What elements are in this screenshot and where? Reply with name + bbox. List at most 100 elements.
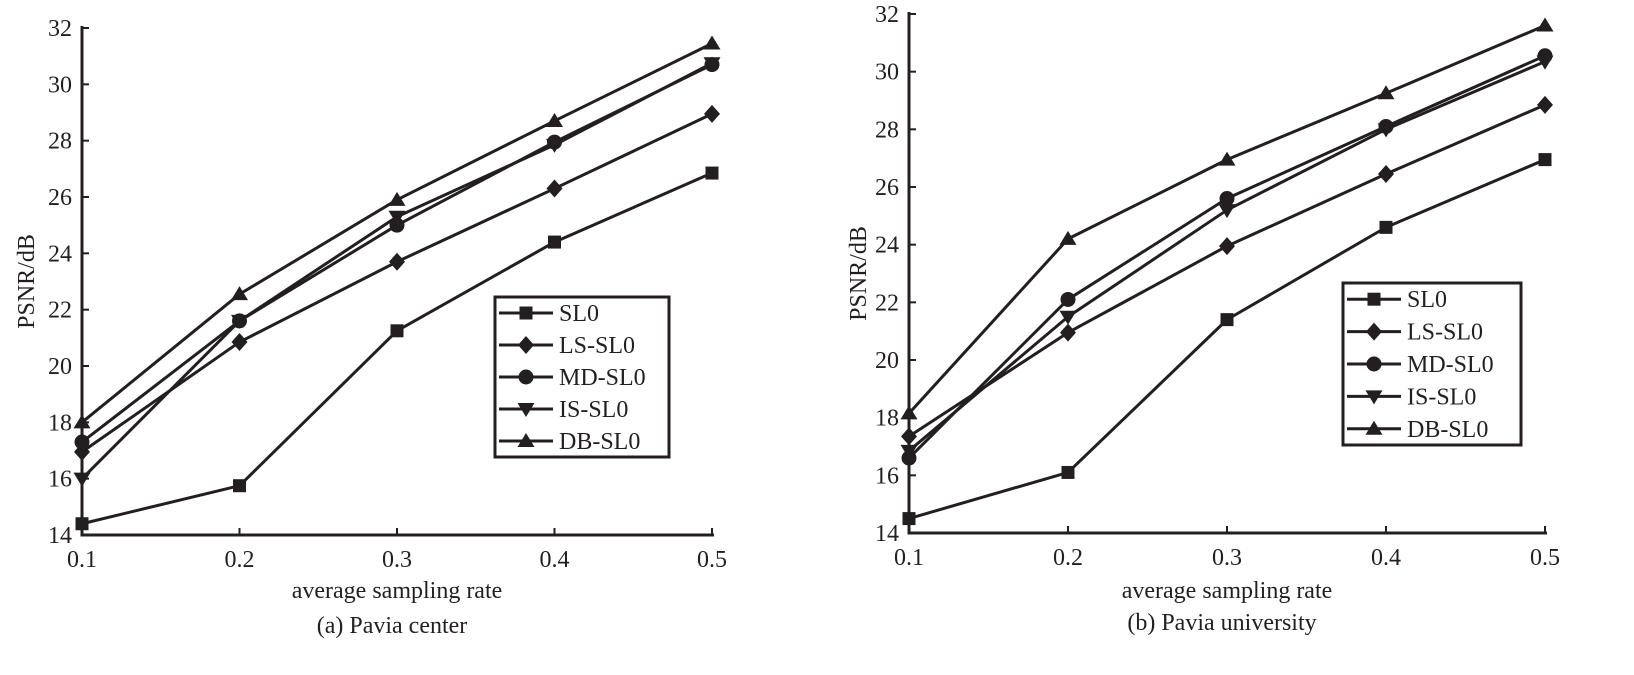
y-tick-label: 24	[48, 241, 72, 267]
legend-label: LS-SL0	[1407, 320, 1483, 346]
x-tick-label: 0.3	[382, 547, 412, 573]
y-tick-label: 14	[48, 523, 72, 549]
data-point-diamond	[1060, 323, 1076, 342]
chart-caption: (b) Pavia university	[1127, 610, 1316, 636]
y-tick-label: 20	[875, 348, 899, 374]
series-ls-sl0	[74, 104, 720, 461]
data-point-triangle-up	[900, 405, 918, 420]
data-point-diamond	[389, 252, 405, 271]
data-point-square	[75, 517, 89, 531]
data-point-square	[902, 512, 916, 526]
data-point-triangle-up	[1218, 151, 1236, 166]
y-tick-label: 28	[48, 129, 72, 155]
y-tick-label: 18	[875, 406, 899, 432]
legend-label: DB-SL0	[1407, 417, 1488, 443]
data-point-diamond	[546, 179, 563, 198]
data-point-diamond	[1537, 95, 1553, 114]
y-tick-label: 28	[875, 117, 899, 143]
data-point-triangle-down	[231, 314, 248, 329]
data-point-diamond	[231, 333, 248, 352]
y-tick-label: 30	[875, 60, 899, 86]
legend-label: IS-SL0	[559, 397, 628, 423]
data-point-diamond	[1219, 237, 1235, 256]
data-point-square	[1379, 220, 1393, 234]
data-point-triangle-up	[231, 286, 248, 301]
legend-marker-square	[519, 306, 533, 320]
x-tick-label: 0.5	[697, 547, 727, 573]
y-tick-label: 14	[875, 521, 899, 547]
legend-label: DB-SL0	[559, 429, 640, 455]
series-sl0	[75, 166, 719, 531]
data-point-triangle-down	[1536, 55, 1554, 70]
x-tick-label: 0.2	[1053, 545, 1083, 571]
legend-marker-circle	[518, 369, 534, 385]
legend-label: IS-SL0	[1407, 384, 1476, 410]
series-is-sl0	[900, 55, 1554, 459]
x-tick-label: 0.1	[67, 547, 97, 573]
y-tick-label: 32	[875, 2, 899, 28]
data-point-square	[233, 479, 246, 493]
x-tick-label: 0.1	[894, 545, 924, 571]
data-point-triangle-down	[388, 210, 406, 225]
legend-marker-diamond	[1366, 322, 1382, 341]
series-sl0	[902, 153, 1552, 526]
legend-marker-diamond	[518, 336, 534, 354]
data-point-triangle-down	[1218, 204, 1236, 219]
data-point-square	[548, 235, 561, 249]
data-point-triangle-up	[1536, 17, 1554, 32]
x-tick-label: 0.4	[1371, 545, 1401, 571]
legend-marker-triangle-down	[517, 403, 535, 417]
data-point-triangle-up	[1059, 230, 1077, 245]
data-point-triangle-down	[1059, 310, 1077, 325]
y-tick-label: 30	[48, 72, 72, 98]
data-point-triangle-down	[546, 138, 563, 153]
legend-marker-triangle-up	[517, 433, 535, 447]
y-tick-label: 16	[48, 467, 72, 493]
series-db-sl0	[73, 35, 721, 429]
legend-label: SL0	[1407, 287, 1447, 313]
x-axis-label: average sampling rate	[292, 578, 503, 604]
series-ls-sl0	[901, 95, 1553, 446]
data-point-triangle-down	[703, 57, 721, 72]
series-db-sl0	[900, 17, 1554, 420]
chart-panel-b: 14 16 18 20 22 24 26 28 30 32 0.1 0.2 0.3 0.4 0.5 PSNR/…	[846, 2, 1560, 636]
legend: SL0 LS-SL0 MD-SL0 IS-SL0 DB-SL0	[1341, 281, 1523, 447]
series-md-sl0	[901, 48, 1553, 466]
legend-marker-square	[1367, 292, 1381, 306]
legend-marker-circle	[1366, 356, 1382, 372]
legend: SL0 LS-SL0 MD-SL0 IS-SL0 DB-SL0	[493, 295, 671, 459]
y-tick-label: 22	[48, 298, 72, 324]
x-tick-label: 0.4	[540, 547, 570, 573]
chart-caption: (a) Pavia center	[317, 613, 468, 639]
data-point-circle	[74, 434, 90, 450]
data-point-square	[390, 324, 404, 338]
data-point-triangle-up	[703, 35, 721, 50]
data-point-diamond	[704, 104, 720, 123]
legend-marker-triangle-up	[1365, 420, 1383, 435]
data-point-triangle-up	[546, 112, 563, 127]
chart-panel-a: 14 16 18 20 22 24 26 28 30 32 0.1 0.2 0.3 0.4 0.5 PSNR/…	[14, 16, 727, 639]
data-point-triangle-up	[73, 414, 91, 429]
data-point-triangle-down	[900, 444, 918, 459]
x-tick-label: 0.3	[1212, 545, 1242, 571]
data-point-circle	[1219, 191, 1235, 207]
data-point-diamond	[901, 427, 917, 446]
legend-marker-triangle-down	[1365, 390, 1383, 405]
y-tick-label: 24	[875, 233, 899, 259]
data-point-square	[1061, 465, 1075, 479]
y-axis-label: PSNR/dB	[846, 226, 872, 321]
y-tick-label: 18	[48, 410, 72, 436]
series-is-sl0	[73, 57, 721, 487]
data-point-square	[705, 166, 719, 180]
data-point-circle	[1060, 291, 1076, 307]
x-axis-label: average sampling rate	[1122, 578, 1333, 604]
x-tick-label: 0.5	[1530, 545, 1560, 571]
legend-label: MD-SL0	[559, 365, 646, 391]
y-tick-label: 16	[875, 463, 899, 489]
legend-label: MD-SL0	[1407, 352, 1494, 378]
y-tick-label: 26	[48, 185, 72, 211]
data-point-circle	[389, 217, 405, 233]
legend-label: SL0	[559, 301, 599, 327]
y-tick-label: 26	[875, 175, 899, 201]
